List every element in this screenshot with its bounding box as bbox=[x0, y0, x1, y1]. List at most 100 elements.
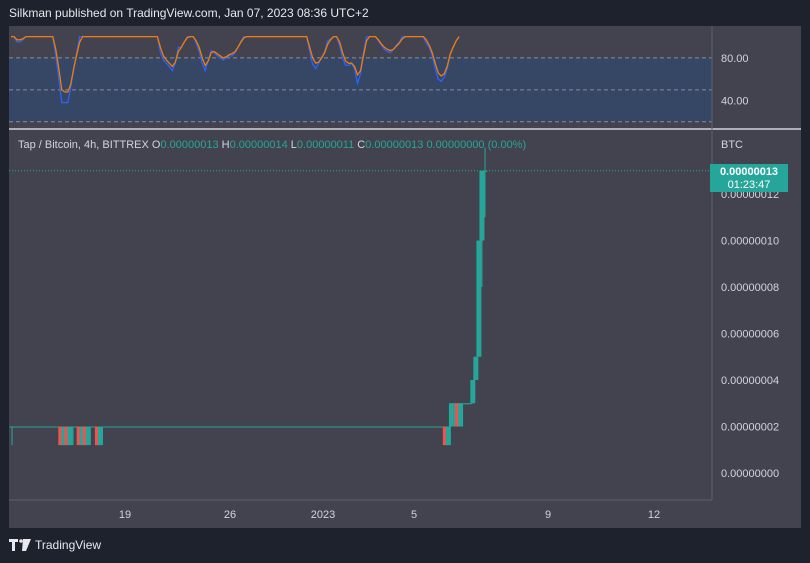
price-panel[interactable]: 0.00000012 0.00000010 0.00000008 0.00000006… bbox=[9, 26, 801, 528]
price-tick-label: 0.00000008 bbox=[721, 282, 779, 294]
candle-body bbox=[79, 426, 85, 446]
candle-body bbox=[394, 426, 400, 428]
tradingview-logo-icon bbox=[9, 539, 31, 551]
candle-body bbox=[305, 426, 311, 428]
candle-body bbox=[415, 426, 421, 428]
candle-body bbox=[287, 426, 293, 428]
candle-body bbox=[24, 426, 30, 428]
candle-body bbox=[94, 426, 100, 446]
candle-body bbox=[67, 426, 73, 446]
candle-body bbox=[345, 426, 351, 428]
candle-body bbox=[348, 426, 354, 428]
price-tick-label: 0.00000000 bbox=[721, 468, 779, 480]
legend-high-value: 0.00000014 bbox=[229, 139, 288, 151]
candle-body bbox=[195, 426, 201, 428]
candle-body bbox=[210, 426, 216, 428]
candle-body bbox=[278, 426, 284, 428]
bar-countdown: 01:23:47 bbox=[727, 179, 771, 191]
legend-close-value: 0.00000013 bbox=[365, 139, 424, 151]
candle-body bbox=[229, 426, 235, 428]
legend-change: 0.00000000 (0.00%) bbox=[426, 139, 527, 151]
candle-body bbox=[430, 426, 436, 428]
candle-body bbox=[76, 426, 82, 446]
price-tick-label: 0.00000012 bbox=[721, 189, 779, 201]
candle-body bbox=[427, 426, 433, 428]
candle-body bbox=[217, 426, 223, 428]
candle-body bbox=[308, 426, 314, 428]
candle-body bbox=[329, 426, 335, 428]
candle-body bbox=[232, 426, 238, 428]
candle-body bbox=[262, 426, 268, 428]
candle-body bbox=[137, 426, 143, 428]
candle-body bbox=[238, 426, 244, 428]
candle-body bbox=[284, 426, 290, 428]
candle-body bbox=[461, 403, 467, 405]
candle-body bbox=[445, 426, 451, 446]
candle-body bbox=[198, 426, 204, 428]
candle-body bbox=[107, 426, 113, 428]
candle-body bbox=[159, 426, 165, 428]
oscillator-tick-label: 80.00 bbox=[721, 53, 749, 65]
candle-body bbox=[357, 426, 363, 428]
candle-body bbox=[220, 426, 226, 428]
candle-body bbox=[476, 240, 482, 357]
candle-body bbox=[439, 426, 445, 428]
candle-body bbox=[143, 426, 149, 428]
candle-body bbox=[366, 426, 372, 428]
candle-body bbox=[12, 426, 18, 428]
oscillator-tick-label: 40.00 bbox=[721, 95, 749, 107]
oscillator-series-line bbox=[11, 35, 460, 93]
candle-body bbox=[85, 426, 91, 446]
candle-body bbox=[458, 403, 464, 427]
time-tick-label: 19 bbox=[119, 509, 131, 521]
footer-brand-text: TradingView bbox=[35, 538, 102, 552]
candle-body bbox=[320, 426, 326, 428]
candle-body bbox=[400, 426, 406, 428]
time-tick-label: 9 bbox=[545, 509, 551, 521]
candle-body bbox=[64, 426, 70, 446]
legend-close-label: C bbox=[357, 139, 366, 151]
candle-body bbox=[43, 426, 49, 428]
candle-body bbox=[40, 426, 46, 428]
candle-body bbox=[467, 403, 473, 405]
candle-body bbox=[204, 426, 210, 428]
candle-body bbox=[293, 426, 299, 428]
candle-body bbox=[125, 426, 131, 428]
candle-body bbox=[52, 426, 58, 428]
candle-body bbox=[332, 426, 338, 428]
candle-body bbox=[342, 426, 348, 428]
candle-body bbox=[299, 426, 305, 428]
price-tick-label: 0.00000010 bbox=[721, 236, 779, 248]
price-axis-currency: BTC bbox=[721, 139, 743, 151]
candle-body bbox=[82, 426, 88, 446]
candle-body bbox=[323, 426, 329, 428]
candle-body bbox=[27, 426, 33, 428]
legend-open-label: O bbox=[151, 139, 161, 151]
candle-body bbox=[464, 403, 470, 405]
oscillator-panel[interactable]: 80.00 40.00 bbox=[9, 26, 801, 128]
candle-body bbox=[412, 426, 418, 428]
candle-body bbox=[354, 426, 360, 428]
candle-body bbox=[403, 426, 409, 428]
candle-body bbox=[116, 426, 122, 428]
publish-header: Silkman published on TradingView.com, Ja… bbox=[9, 6, 369, 20]
candle-body bbox=[317, 426, 323, 428]
candle-body bbox=[165, 426, 171, 428]
chart-frame[interactable]: 80.00 40.00 0.00000012 0.00000010 0.0000000… bbox=[9, 26, 801, 528]
candle-body bbox=[271, 426, 277, 428]
footer-brand[interactable]: TradingView bbox=[9, 538, 101, 552]
candle-body bbox=[311, 426, 317, 428]
candle-body bbox=[421, 426, 427, 428]
candle-body bbox=[360, 426, 366, 428]
candle-body bbox=[418, 426, 424, 428]
candle-body bbox=[174, 426, 180, 428]
last-price-value: 0.00000013 bbox=[719, 166, 779, 178]
candle-body bbox=[134, 426, 140, 428]
candle-body bbox=[128, 426, 134, 428]
candle-body bbox=[18, 426, 24, 428]
candle-body bbox=[436, 426, 442, 428]
candle-body bbox=[375, 426, 381, 428]
candle-body bbox=[265, 426, 271, 428]
candle-body bbox=[281, 426, 287, 428]
candle-body bbox=[183, 426, 189, 428]
